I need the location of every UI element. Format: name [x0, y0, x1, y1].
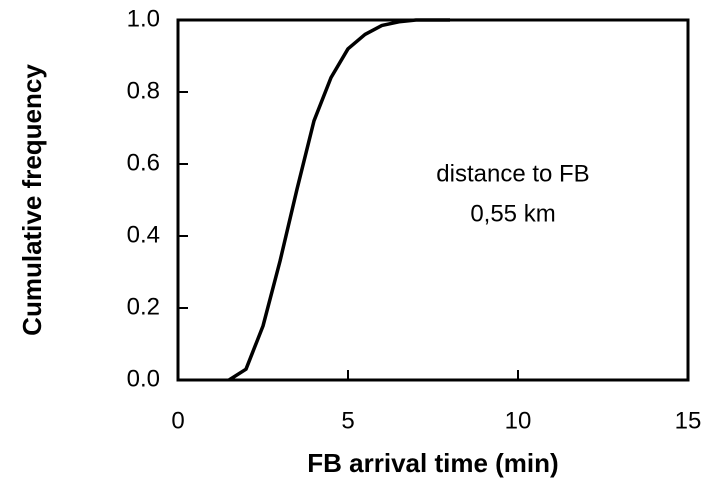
line	[228, 18, 450, 382]
x-tick-label: 15	[675, 407, 702, 434]
x-tick-label: 0	[171, 407, 184, 434]
y-tick-label: 0.8	[127, 77, 160, 104]
x-axis-label: FB arrival time (min)	[307, 448, 558, 478]
x-tick-label: 10	[505, 407, 532, 434]
y-tick-label: 0.4	[127, 221, 160, 248]
annotation: distance to FB	[436, 160, 589, 187]
y-tick-label: 0.6	[127, 149, 160, 176]
y-axis-label: Cumulative frequency	[17, 64, 47, 336]
annotation: 0,55 km	[470, 200, 555, 227]
plot-frame	[176, 18, 690, 382]
y-tick-label: 1.0	[127, 5, 160, 32]
y-tick-label: 0.0	[127, 365, 160, 392]
x-tick-label: 5	[341, 407, 354, 434]
y-tick-label: 0.2	[127, 293, 160, 320]
